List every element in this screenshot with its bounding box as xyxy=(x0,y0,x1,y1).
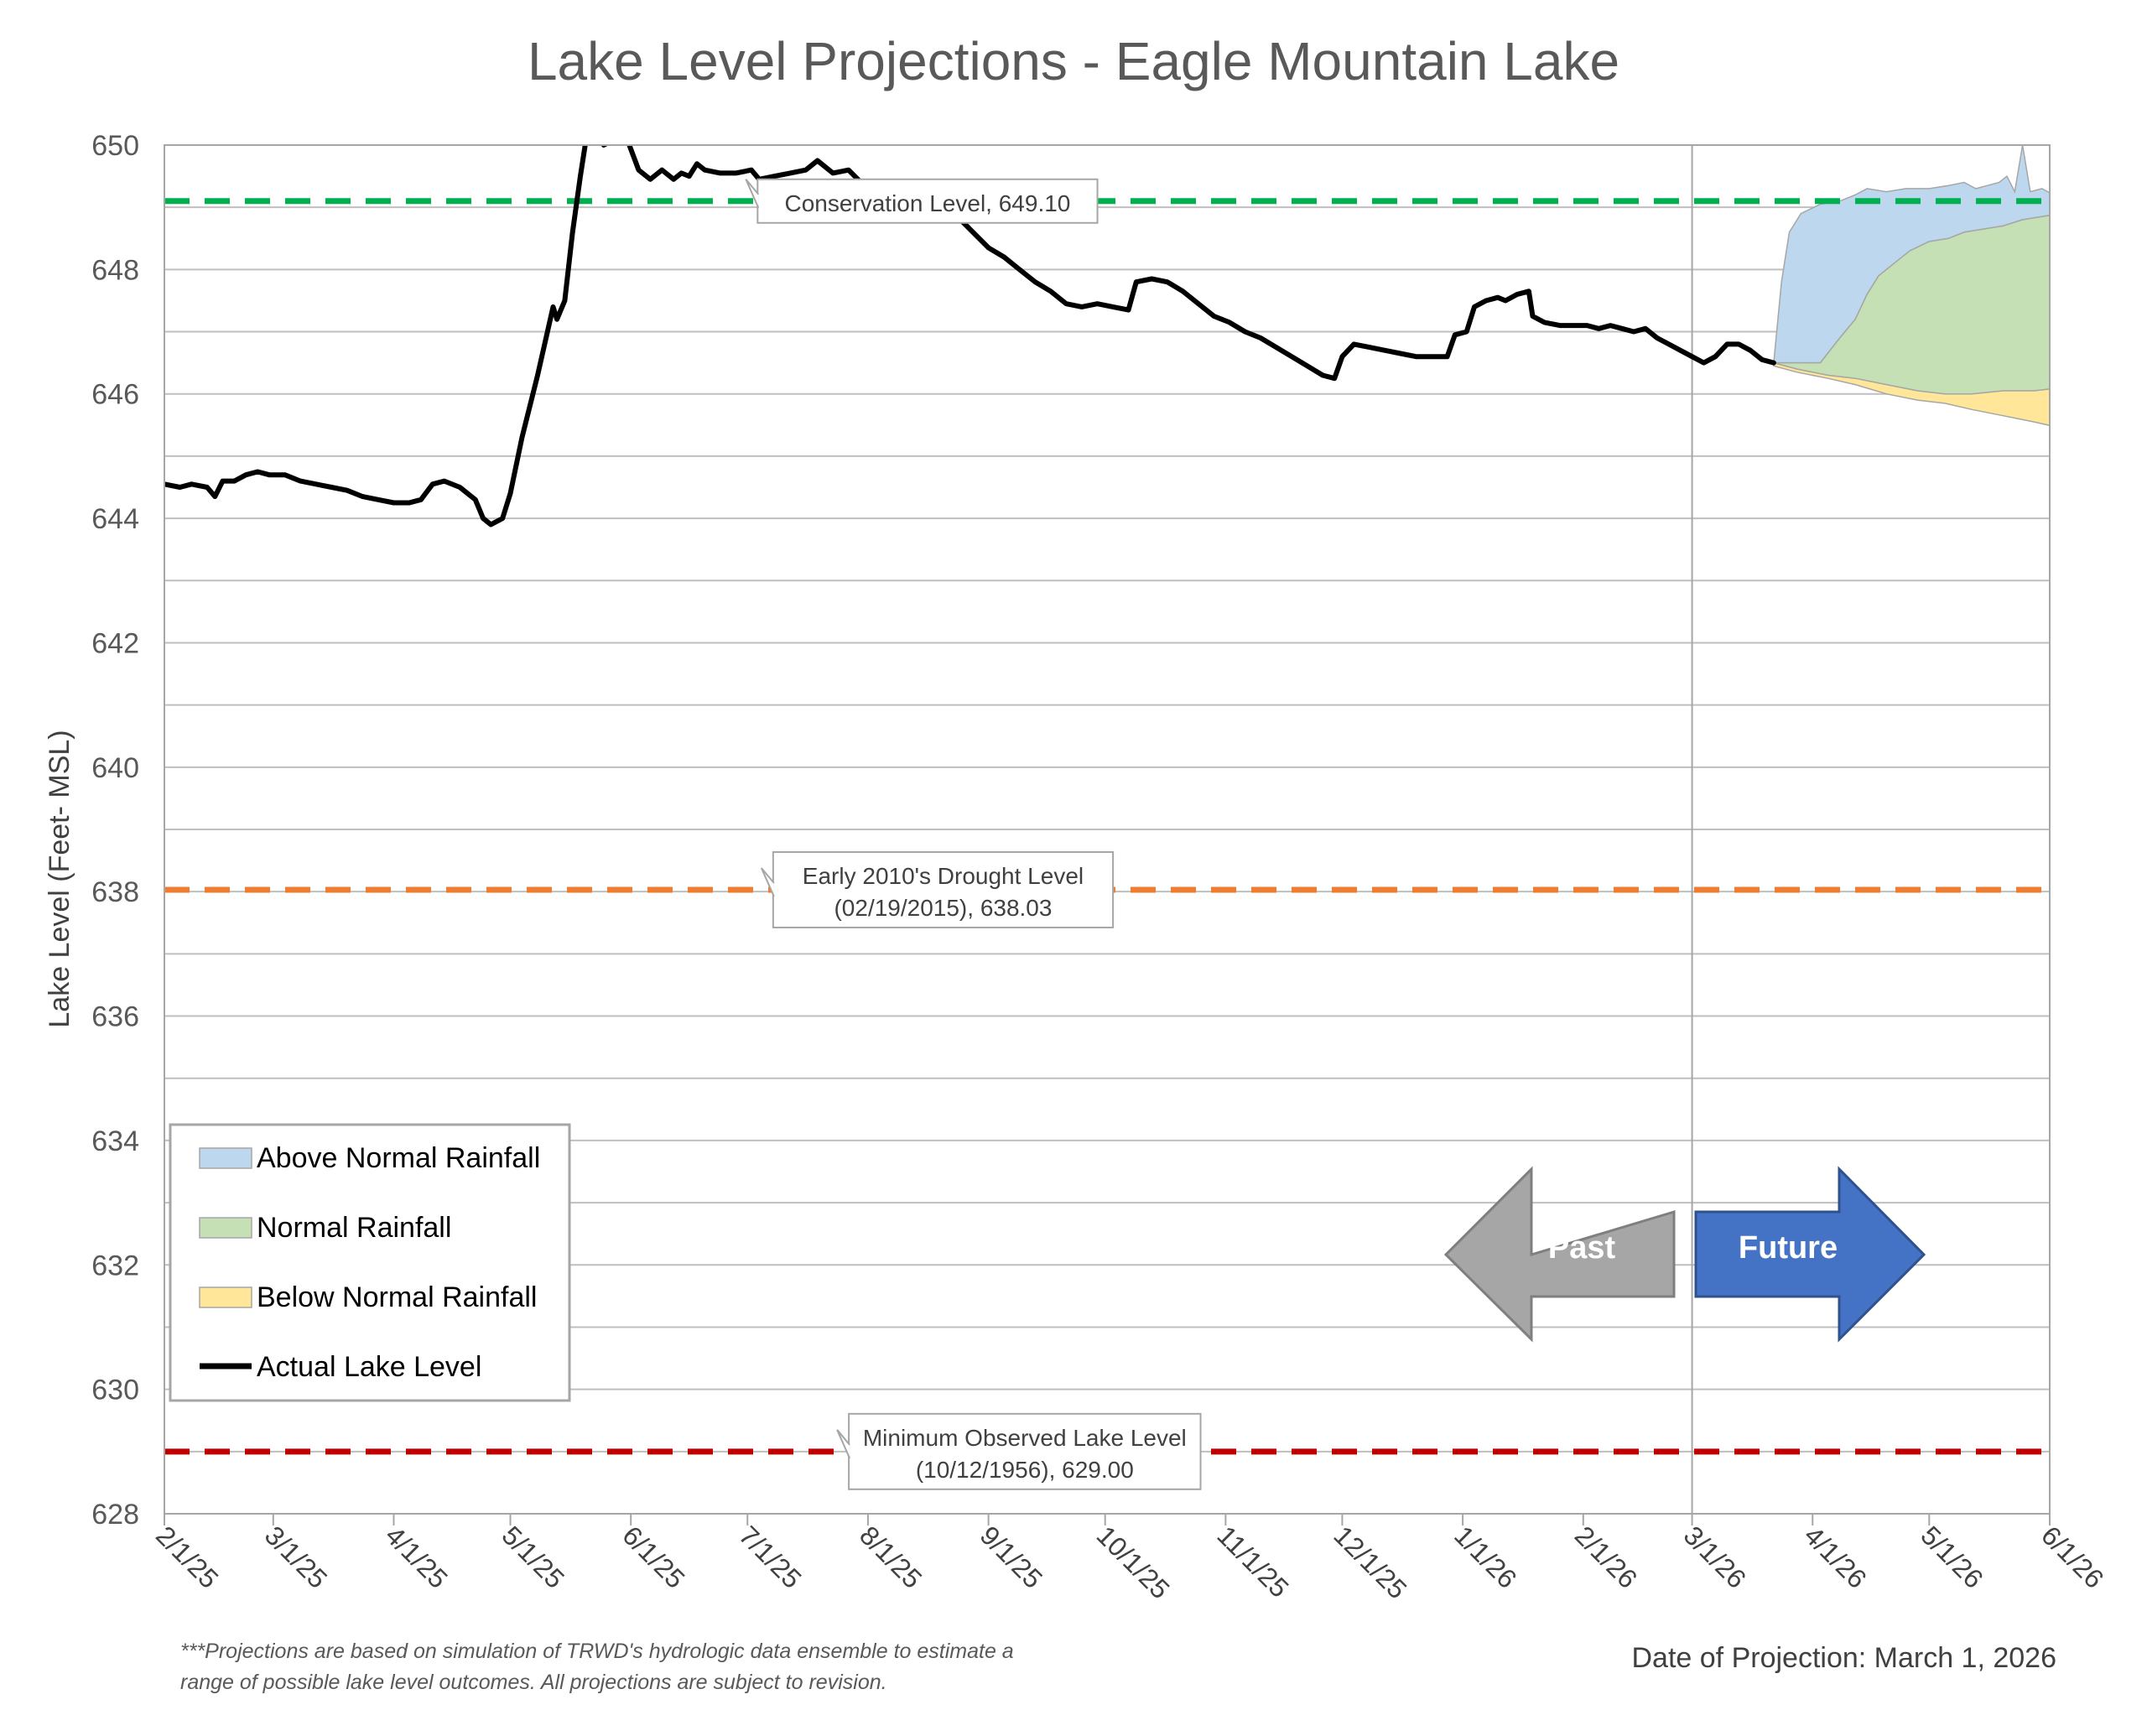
past-arrow xyxy=(1443,1166,1676,1343)
legend-label: Above Normal Rainfall xyxy=(257,1142,540,1174)
callout-pointer-drought xyxy=(760,867,775,897)
y-tick-label: 638 xyxy=(91,876,139,908)
future-arrow-label: Future xyxy=(1739,1230,1838,1266)
y-tick-label: 628 xyxy=(91,1499,139,1531)
callout-text-minimum: Minimum Observed Lake Level xyxy=(863,1425,1187,1451)
y-tick-label: 630 xyxy=(91,1375,139,1406)
reference-callouts: Conservation Level, 649.10 Early 2010's D… xyxy=(745,178,1202,1490)
legend: Above Normal Rainfall Normal Rainfall Belo… xyxy=(169,1123,571,1402)
legend-label: Normal Rainfall xyxy=(257,1212,451,1244)
y-tick-label: 634 xyxy=(91,1125,139,1157)
y-tick-label: 644 xyxy=(91,503,139,535)
callout-text-drought: Early 2010's Drought Level xyxy=(803,863,1084,889)
footnote-line-2: range of possible lake level outcomes. A… xyxy=(180,1671,887,1694)
legend-label: Below Normal Rainfall xyxy=(257,1281,537,1313)
y-tick-label: 648 xyxy=(91,254,139,286)
y-tick-label: 632 xyxy=(91,1250,139,1281)
plot-border xyxy=(164,144,2051,1515)
y-tick-label: 640 xyxy=(91,752,139,784)
future-arrow xyxy=(1694,1166,1926,1343)
legend-box xyxy=(169,1123,571,1402)
callout-pointer-conservation xyxy=(745,179,760,209)
legend-swatch xyxy=(199,1217,252,1239)
band-below-normal-rainfall xyxy=(1773,361,2050,427)
chart-title: Lake Level Projections - Eagle Mountain … xyxy=(528,31,1619,91)
legend-swatch xyxy=(199,1286,252,1308)
legend-label: Actual Lake Level xyxy=(257,1351,481,1383)
callout-text-minimum: (10/12/1956), 629.00 xyxy=(916,1457,1134,1483)
y-tick-label: 636 xyxy=(91,1001,139,1033)
projection-date: Date of Projection: March 1, 2026 xyxy=(1632,1642,2057,1674)
y-tick-label: 642 xyxy=(91,627,139,659)
y-axis-label: Lake Level (Feet- MSL) xyxy=(44,730,75,1027)
footnote-line-1: ***Projections are based on simulation o… xyxy=(180,1640,1014,1663)
callout-text-conservation: Conservation Level, 649.10 xyxy=(784,190,1070,216)
y-tick-label: 646 xyxy=(91,379,139,411)
past-arrow-label: Past xyxy=(1548,1230,1616,1266)
callout-text-drought: (02/19/2015), 638.03 xyxy=(834,895,1052,921)
past-future-arrows: Past Future xyxy=(1443,1166,1926,1343)
callout-pointer-minimum xyxy=(836,1429,851,1459)
legend-swatch xyxy=(199,1147,252,1169)
callout-box-drought xyxy=(772,850,1115,928)
y-tick-label: 650 xyxy=(91,130,139,162)
